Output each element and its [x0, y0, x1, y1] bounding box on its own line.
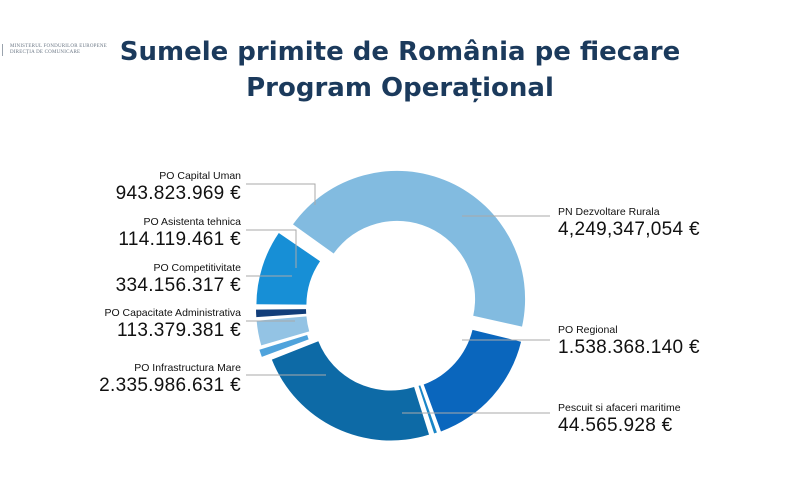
slice-label: PO Capital Uman 943.823.969 €	[116, 170, 241, 205]
slice-name: PO Capital Uman	[159, 170, 241, 182]
title-line-1: Sumele primite de România pe fiecare	[119, 37, 681, 67]
slice-label: PO Regional 1.538.368.140 €	[558, 324, 700, 359]
logo-text: MINISTERUL FONDURILOR EUROPENE DIRECȚIA …	[10, 44, 107, 55]
ministry-logo: MINISTERUL FONDURILOR EUROPENE DIRECȚIA …	[2, 44, 107, 56]
slice-value: 334.156.317 €	[115, 275, 241, 296]
donut-slice-po-infrastructura-mare	[271, 341, 430, 441]
slice-value: 44.565.928 €	[558, 415, 673, 436]
donut-slice-po-capital-uman	[256, 232, 321, 305]
slice-label: PO Competitivitate 334.156.317 €	[116, 262, 241, 297]
slice-name: Pescuit si afaceri maritime	[558, 402, 681, 414]
donut-slice-pescuit-si-afaceri-maritime	[418, 385, 437, 434]
slice-value: 114.119.461 €	[118, 229, 241, 250]
slice-label: PN Dezvoltare Rurala 4,249,347,054 €	[558, 206, 700, 241]
slice-label: PO Asistenta tehnica 114.119.461 €	[118, 216, 241, 251]
slice-name: PO Competitivitate	[153, 262, 241, 274]
slice-value: 113.379.381 €	[117, 320, 241, 341]
slice-name: PN Dezvoltare Rurala	[558, 206, 660, 218]
slice-name: PO Infrastructura Mare	[134, 362, 241, 374]
slice-label: PO Capacitate Administrativa 113.379.381 …	[104, 307, 241, 342]
slice-value: 4,249,347,054 €	[558, 219, 700, 240]
slice-name: PO Capacitate Administrativa	[104, 307, 241, 319]
donut-slice-po-asistenta-tehnica	[256, 309, 307, 318]
donut-slice-po-capacitate-administrativa	[259, 334, 309, 357]
leader-line	[246, 183, 316, 205]
slice-label: PO Infrastructura Mare 2.335.986.631 €	[99, 362, 241, 397]
slice-label: Pescuit si afaceri maritime 44.565.928 €	[558, 402, 681, 437]
slice-name: PO Asistenta tehnica	[143, 216, 241, 228]
donut-slice-po-competitivitate	[256, 316, 310, 346]
slice-value: 2.335.986.631 €	[99, 375, 241, 396]
logo-mark-icon	[2, 44, 7, 56]
slice-value: 943.823.969 €	[115, 183, 241, 204]
page-title: Sumele primite de România pe fiecare Pro…	[0, 34, 800, 106]
title-line-2: Program Operațional	[246, 73, 554, 103]
leader-line	[246, 229, 297, 268]
donut-slice-pn-dezvoltare-rurala	[293, 170, 526, 327]
slice-value: 1.538.368.140 €	[558, 337, 700, 358]
donut-slice-po-regional	[423, 329, 522, 432]
slice-name: PO Regional	[558, 324, 618, 336]
